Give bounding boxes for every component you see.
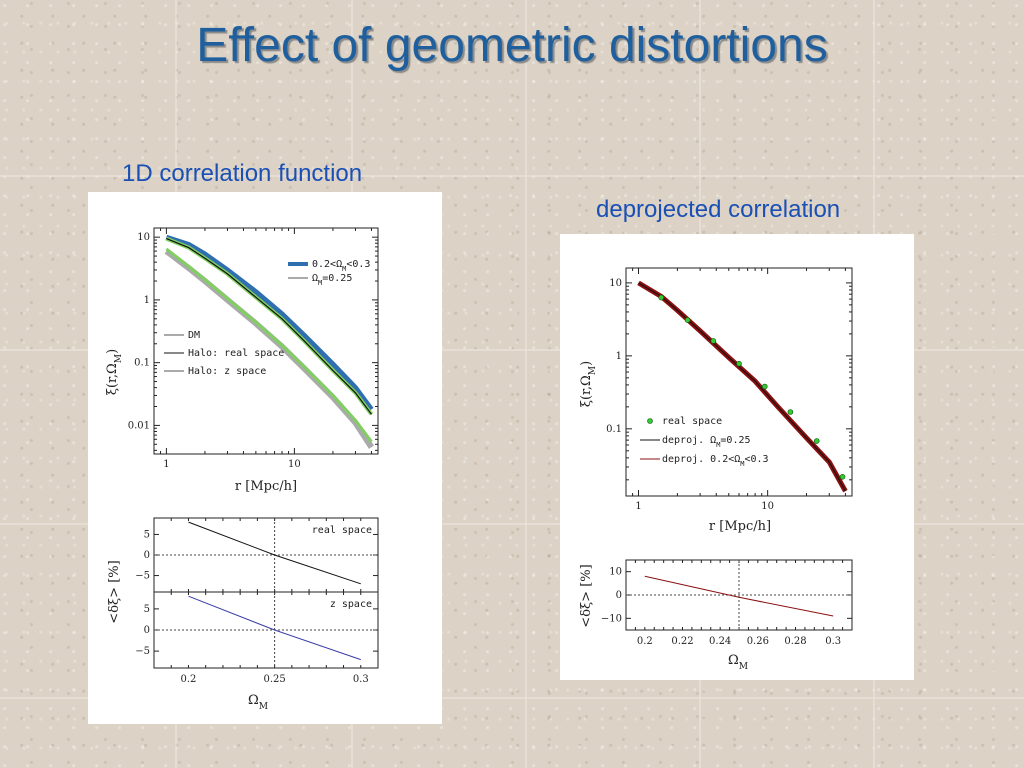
y-tick-label: 1 bbox=[616, 351, 622, 362]
y-tick-label: 0 bbox=[144, 550, 150, 561]
y-axis-label: ξ(r,ΩM) bbox=[105, 349, 124, 395]
legend-label-real-space: real space bbox=[662, 416, 722, 427]
y-tick-label: 0 bbox=[144, 625, 150, 636]
y-tick-label: −10 bbox=[601, 613, 622, 624]
x-tick-label: 0.25 bbox=[263, 674, 285, 685]
residual-panel-label: real space bbox=[312, 525, 372, 536]
residual-panel-label: z space bbox=[330, 599, 372, 610]
residual-series-line bbox=[188, 595, 361, 661]
y-axis-label-residual: <δξ> [%] bbox=[107, 560, 122, 623]
series-halo-real-line bbox=[166, 238, 372, 415]
y-axis-label: ξ(r,ΩM) bbox=[579, 361, 598, 407]
series-real-space-point bbox=[658, 294, 665, 301]
series-omega-range-line bbox=[165, 234, 374, 411]
y-tick-label: 10 bbox=[137, 232, 150, 243]
y-tick-label: 0 bbox=[616, 590, 622, 601]
caption-1d-correlation: 1D correlation function bbox=[122, 160, 363, 187]
y-tick-label: 5 bbox=[144, 604, 150, 615]
figure-deprojected: 1 10 10 1 0.1 r [Mpc/h] ξ(r,ΩM) real space depro… bbox=[560, 234, 914, 680]
y-axis-label-residual: <δξ> [%] bbox=[579, 564, 594, 627]
series-real-space-point bbox=[787, 409, 794, 415]
y-tick-label: 0.01 bbox=[128, 420, 150, 431]
series-real-space-point bbox=[839, 473, 846, 480]
x-tick-label: 1 bbox=[163, 459, 169, 470]
x-tick-label: 10 bbox=[761, 501, 774, 512]
y-tick-label: −5 bbox=[135, 646, 150, 657]
y-tick-label: −5 bbox=[135, 571, 150, 582]
residual-series-line bbox=[644, 575, 834, 617]
legend-swatch-real-space bbox=[647, 418, 653, 424]
series-deproj-fixed-line bbox=[638, 282, 846, 492]
x-tick-label: 10 bbox=[288, 459, 301, 470]
x-tick-label: 0.2 bbox=[181, 674, 197, 685]
y-tick-label: 0.1 bbox=[606, 424, 622, 435]
y-tick-label: 10 bbox=[609, 567, 622, 578]
y-tick-label: 1 bbox=[144, 295, 150, 306]
x-tick-label: 0.24 bbox=[709, 636, 731, 647]
x-axis-label: r [Mpc/h] bbox=[709, 519, 771, 534]
y-tick-label: 0.1 bbox=[134, 358, 150, 369]
x-axis-label: r [Mpc/h] bbox=[235, 479, 297, 494]
x-tick-label: 0.3 bbox=[353, 674, 369, 685]
plot-frame-main bbox=[153, 227, 379, 455]
x-tick-label: 0.22 bbox=[671, 636, 693, 647]
x-tick-label: 0.26 bbox=[747, 636, 769, 647]
x-tick-label: 0.28 bbox=[784, 636, 806, 647]
figure-right-svg: 1 10 10 1 0.1 r [Mpc/h] ξ(r,ΩM) real space depro… bbox=[579, 267, 853, 672]
x-tick-label: 1 bbox=[635, 501, 641, 512]
series-real-space-point bbox=[761, 383, 768, 390]
y-tick-label: 5 bbox=[144, 529, 150, 540]
figure-1d-correlation: 1 10 10 1 0.1 0.01 r [Mpc/h] ξ(r,ΩM) 0.2<ΩM<0.3 Ω… bbox=[88, 192, 442, 724]
series-real-space-point bbox=[684, 317, 691, 323]
legend-label: Halo: z space bbox=[188, 366, 266, 377]
x-axis-label-omega: ΩM bbox=[248, 693, 268, 712]
x-tick-label: 0.2 bbox=[637, 636, 653, 647]
legend-label: DM bbox=[188, 330, 200, 341]
slide-title: Effect of geometric distortions bbox=[196, 19, 828, 72]
series-real-space-point bbox=[736, 360, 742, 367]
series-real-space-point bbox=[813, 438, 820, 444]
x-axis-label-omega: ΩM bbox=[728, 653, 748, 672]
legend-label-omega-fixed: ΩM=0.25 bbox=[312, 273, 352, 287]
legend-label-deproj-fixed: deproj. ΩM=0.25 bbox=[662, 435, 751, 449]
caption-deprojected: deprojected correlation bbox=[596, 196, 841, 223]
legend-label-omega-range: 0.2<ΩM<0.3 bbox=[312, 259, 370, 273]
y-tick-label: 10 bbox=[609, 278, 622, 289]
residual-series-line bbox=[188, 521, 361, 585]
legend-label-deproj-range: deproj. 0.2<ΩM<0.3 bbox=[662, 454, 769, 468]
series-halo-z-line bbox=[165, 247, 373, 443]
legend-label: Halo: real space bbox=[188, 348, 284, 359]
x-tick-label: 0.3 bbox=[825, 636, 841, 647]
series-real-space-point bbox=[710, 338, 717, 344]
